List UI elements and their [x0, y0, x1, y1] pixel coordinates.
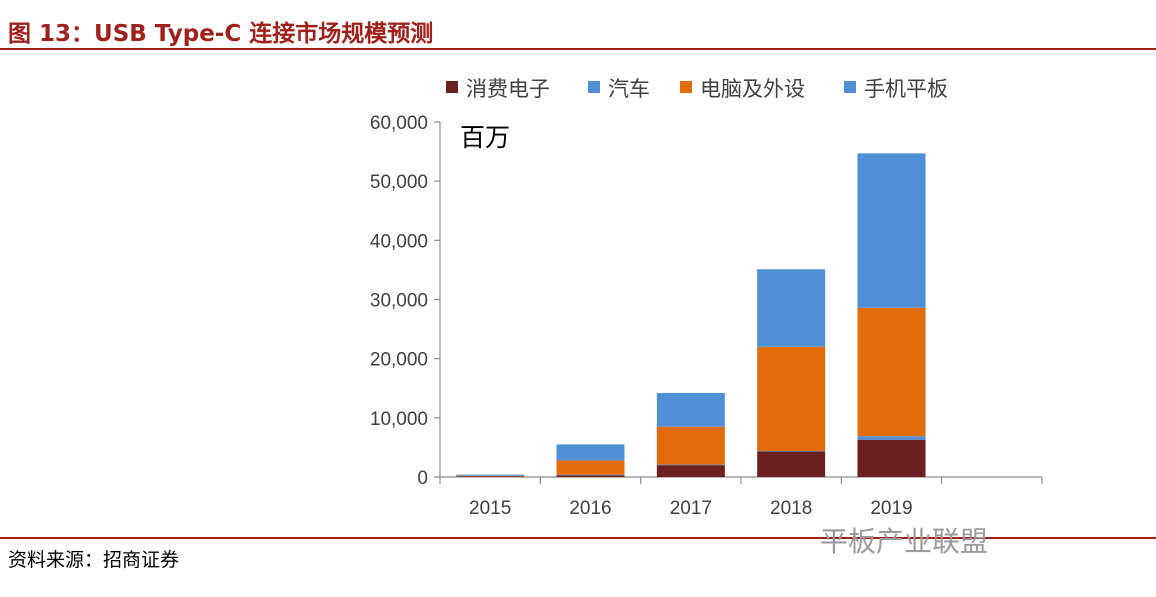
y-tick-label: 60,000 [370, 113, 428, 134]
bar-segment-2 [656, 426, 725, 465]
legend-swatch [844, 81, 856, 93]
x-axis: 2015 2016 2017 2018 2019 [439, 476, 1043, 519]
y-tick-label: 40,000 [370, 231, 428, 252]
x-tick-label: 2017 [670, 498, 712, 519]
y-tick-label: 30,000 [370, 291, 428, 312]
source-note: 资料来源：招商证券 [8, 549, 180, 571]
bars [456, 153, 926, 477]
bar-segment-3 [656, 392, 725, 427]
figure-title: 图 13：USB Type-C 连接市场规模预测 [8, 21, 434, 47]
legend-swatch [446, 81, 458, 93]
bar-segment-1 [757, 450, 826, 452]
bar-segment-2 [456, 475, 525, 477]
x-tick-label: 2015 [469, 498, 511, 519]
unit-label: 百万 [460, 123, 510, 152]
bar-segment-1 [857, 436, 926, 440]
x-tick-label: 2016 [569, 498, 611, 519]
x-tick-label: 2019 [870, 498, 912, 519]
bar-segment-0 [757, 451, 826, 477]
bar-segment-0 [857, 439, 926, 477]
bar-segment-3 [857, 153, 926, 308]
y-tick-label: 0 [417, 468, 428, 489]
legend-label: 汽车 [608, 77, 650, 101]
bar-segment-1 [556, 474, 625, 476]
bar-segment-0 [456, 476, 525, 477]
y-tick-label: 10,000 [370, 409, 428, 430]
chart-legend: 消费电子 汽车 电脑及外设 手机平板 [446, 77, 948, 101]
bar-segment-0 [556, 475, 625, 477]
bar-segment-3 [456, 474, 525, 476]
bar-segment-2 [757, 346, 826, 451]
legend-label: 消费电子 [466, 77, 550, 101]
bar-segment-2 [857, 307, 926, 437]
y-axis: 0 10,000 20,000 30,000 40,000 50,000 60,000 [370, 113, 441, 489]
footer-divider [0, 537, 1156, 539]
legend-swatch [680, 81, 692, 93]
bar-segment-2 [556, 460, 625, 475]
y-tick-label: 20,000 [370, 350, 428, 371]
header-divider [0, 48, 1156, 50]
y-tick-label: 50,000 [370, 172, 428, 193]
watermark: 平板产业联盟 [820, 525, 989, 558]
bar-segment-3 [556, 444, 625, 461]
legend-label: 手机平板 [864, 77, 948, 101]
bar-segment-1 [656, 464, 725, 466]
legend-label: 电脑及外设 [700, 77, 805, 101]
bar-segment-3 [757, 269, 826, 347]
x-tick-label: 2018 [770, 498, 812, 519]
bar-segment-0 [656, 465, 725, 477]
legend-swatch [588, 81, 600, 93]
